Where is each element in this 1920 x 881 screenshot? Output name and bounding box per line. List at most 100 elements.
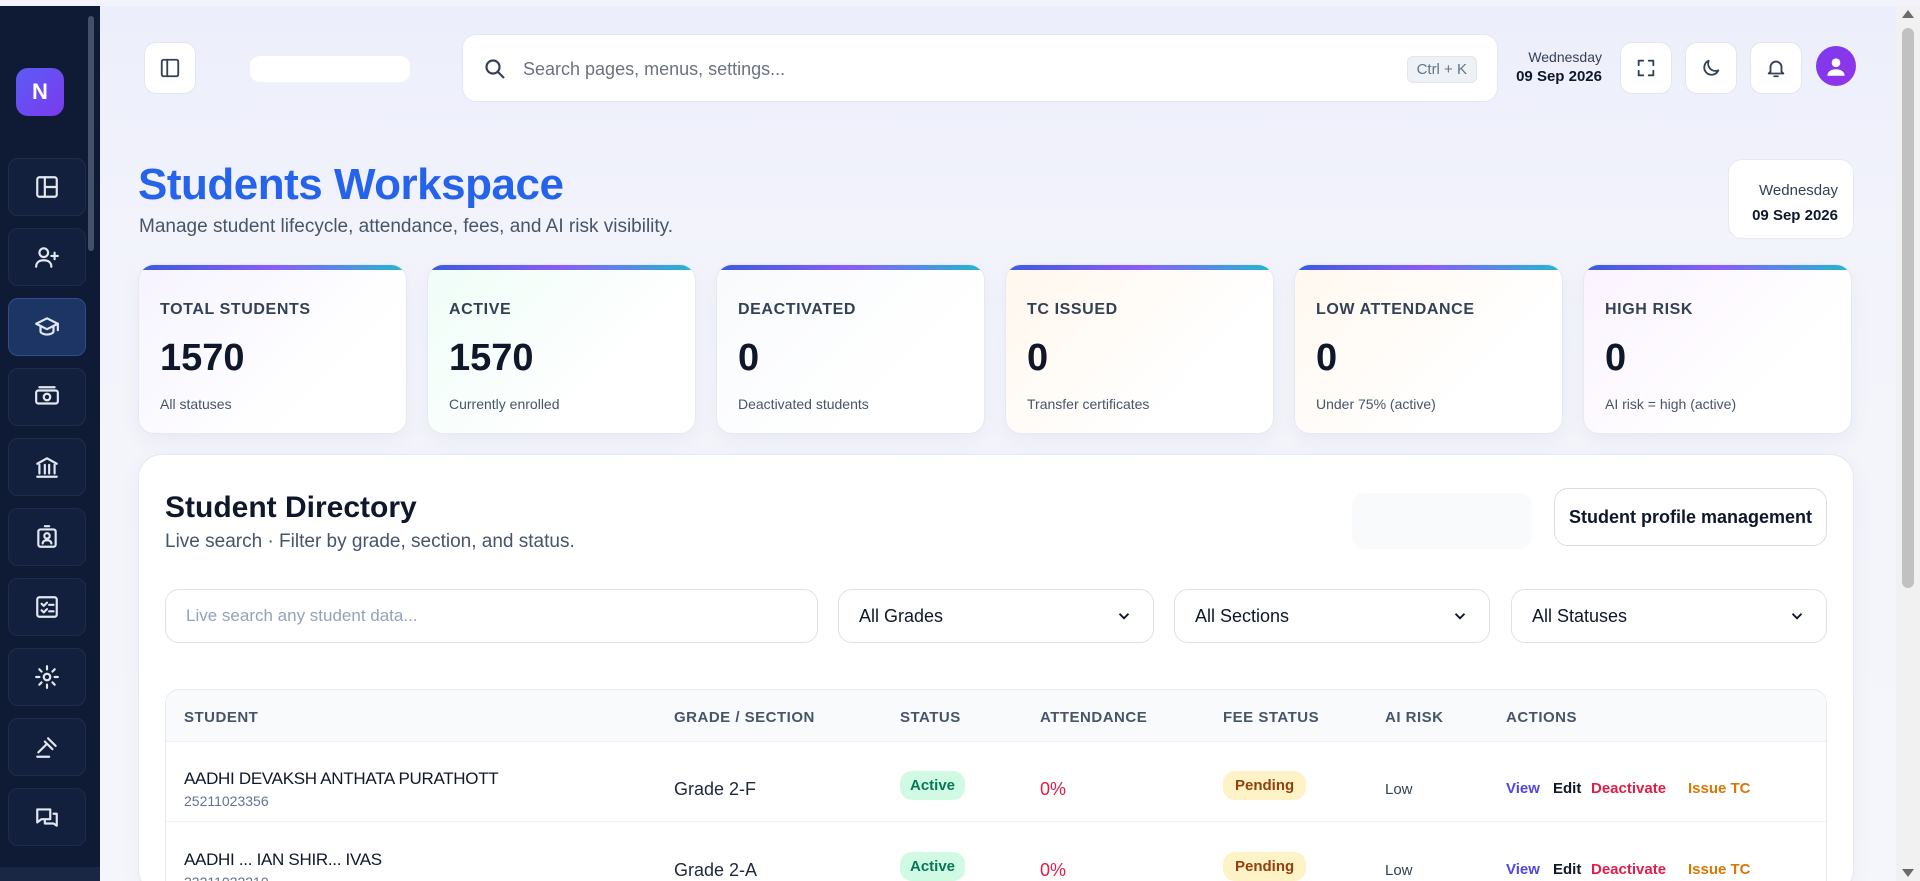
student-profile-management-button[interactable]: Student profile management <box>1554 488 1827 546</box>
stat-label: TOTAL STUDENTS <box>160 301 311 318</box>
date-card-day: Wednesday <box>1759 182 1838 199</box>
school-name-redaction <box>250 56 410 82</box>
moon-icon <box>1703 59 1720 76</box>
issue-tc-link[interactable]: Issue TC <box>1688 861 1751 878</box>
ai-risk-value: Low <box>1385 781 1413 798</box>
toggle-sidebar-button[interactable] <box>144 42 196 94</box>
topbar: Ctrl + K Wednesday 09 Sep 2026 <box>100 6 1896 106</box>
gear-icon <box>35 665 59 689</box>
fee-status-badge: Pending <box>1223 852 1307 881</box>
bank-icon <box>36 457 58 478</box>
directory-subtitle: Live search · Filter by grade, section, … <box>165 531 575 552</box>
theme-toggle-button[interactable] <box>1685 42 1737 94</box>
gavel-icon <box>36 737 57 758</box>
deactivate-link[interactable]: Deactivate <box>1591 780 1667 797</box>
stat-card-deactivated: DEACTIVATED 0 Deactivated students <box>716 264 985 434</box>
notifications-button[interactable] <box>1750 42 1802 94</box>
scrollbar-thumb[interactable] <box>1902 28 1914 588</box>
section-filter-select[interactable]: All Sections <box>1174 589 1490 643</box>
page-subtitle: Manage student lifecycle, attendance, fe… <box>139 216 674 237</box>
stat-desc: Currently enrolled <box>449 396 560 412</box>
sidebar-toggle-icon <box>160 58 180 78</box>
table-row[interactable]: AADHI DEVAKSH ANTHATA PURATHOTT 25211023… <box>166 742 1826 822</box>
stat-desc: Under 75% (active) <box>1316 396 1436 412</box>
stat-card-active: ACTIVE 1570 Currently enrolled <box>427 264 696 434</box>
sidebar-item-admissions[interactable] <box>8 228 86 286</box>
column-header: ACTIONS <box>1506 709 1577 726</box>
faded-action-button[interactable] <box>1352 493 1532 549</box>
sidebar-item-messages[interactable] <box>8 788 86 846</box>
status-badge: Active <box>900 852 966 881</box>
sidebar-item-settings[interactable] <box>8 648 86 706</box>
sidebar-item-attendance[interactable] <box>8 578 86 636</box>
stat-value: 0 <box>1316 337 1338 379</box>
column-header: STATUS <box>900 709 961 726</box>
sidebar-item-finance[interactable] <box>8 438 86 496</box>
stat-value: 1570 <box>160 337 245 379</box>
search-icon <box>485 59 505 79</box>
grade-filter-select[interactable]: All Grades <box>838 589 1154 643</box>
app-logo[interactable]: N <box>16 68 64 116</box>
fullscreen-button[interactable] <box>1620 42 1672 94</box>
stat-label: HIGH RISK <box>1605 301 1694 318</box>
sidebar-item-staff[interactable] <box>8 508 86 566</box>
deactivate-link[interactable]: Deactivate <box>1591 861 1667 878</box>
edit-link[interactable]: Edit <box>1553 861 1582 878</box>
student-id: 23211022210 <box>184 874 269 881</box>
stat-value: 1570 <box>449 337 534 379</box>
sidebar-item-discipline[interactable] <box>8 718 86 776</box>
user-plus-icon <box>35 247 59 268</box>
sidebar-scrollbar[interactable] <box>88 16 94 251</box>
grade-filter-value: All Grades <box>859 605 944 626</box>
table-row[interactable]: AADHI ... IAN SHIR... IVAS 23211022210 G… <box>166 823 1826 881</box>
attendance-value: 0% <box>1040 860 1067 880</box>
layout-icon <box>36 176 58 198</box>
global-search[interactable]: Ctrl + K <box>462 34 1498 102</box>
date-card-date: 09 Sep 2026 <box>1752 207 1838 224</box>
directory-title: Student Directory <box>165 491 417 524</box>
stat-card-tc-issued: TC ISSUED 0 Transfer certificates <box>1005 264 1274 434</box>
date-card: Wednesday 09 Sep 2026 <box>1728 159 1854 239</box>
user-icon <box>1827 58 1845 76</box>
ai-risk-value: Low <box>1385 862 1413 879</box>
status-filter-select[interactable]: All Statuses <box>1511 589 1827 643</box>
column-header: GRADE / SECTION <box>674 709 815 726</box>
chevron-down-icon <box>1791 613 1803 620</box>
student-name: AADHI DEVAKSH ANTHATA PURATHOTT <box>184 769 499 788</box>
issue-tc-link[interactable]: Issue TC <box>1688 780 1751 797</box>
student-table: STUDENT GRADE / SECTION STATUS ATTENDANC… <box>165 689 1827 881</box>
bell-icon <box>1767 60 1785 78</box>
search-shortcut-badge: Ctrl + K <box>1406 56 1477 83</box>
section-filter-value: All Sections <box>1195 605 1290 626</box>
search-input[interactable] <box>523 55 1323 83</box>
view-link[interactable]: View <box>1506 861 1540 878</box>
sidebar-item-fees[interactable] <box>8 368 86 426</box>
topbar-date-value: 09 Sep 2026 <box>1516 68 1602 85</box>
user-avatar[interactable] <box>1816 46 1856 86</box>
edit-link[interactable]: Edit <box>1553 780 1582 797</box>
scroll-down-arrow[interactable] <box>1902 869 1914 877</box>
stat-card-high-risk: HIGH RISK 0 AI risk = high (active) <box>1583 264 1852 434</box>
student-grade: Grade 2-A <box>674 860 758 880</box>
student-id: 25211023356 <box>184 793 269 809</box>
cash-icon <box>35 386 59 405</box>
stat-value: 0 <box>738 337 760 379</box>
sidebar-horizontal-scrollbar[interactable] <box>0 867 100 881</box>
stat-card-total-students: TOTAL STUDENTS 1570 All statuses <box>138 264 407 434</box>
chat-icon <box>36 808 58 827</box>
status-filter-value: All Statuses <box>1532 605 1628 626</box>
student-grade: Grade 2-F <box>674 779 757 799</box>
table-header: STUDENT GRADE / SECTION STATUS ATTENDANC… <box>166 690 1826 742</box>
view-link[interactable]: View <box>1506 780 1540 797</box>
scroll-up-arrow[interactable] <box>1902 10 1914 18</box>
sidebar-item-dashboard[interactable] <box>8 158 86 216</box>
column-header: ATTENDANCE <box>1040 709 1148 726</box>
page-scrollbar[interactable] <box>1896 6 1920 881</box>
stat-value: 0 <box>1605 337 1627 379</box>
stat-card-low-attendance: LOW ATTENDANCE 0 Under 75% (active) <box>1294 264 1563 434</box>
topbar-date: Wednesday 09 Sep 2026 <box>1512 49 1602 85</box>
stat-label: TC ISSUED <box>1027 301 1118 318</box>
sidebar-item-students[interactable] <box>8 298 86 356</box>
student-search-input[interactable] <box>165 589 818 643</box>
stat-desc: AI risk = high (active) <box>1605 396 1737 412</box>
